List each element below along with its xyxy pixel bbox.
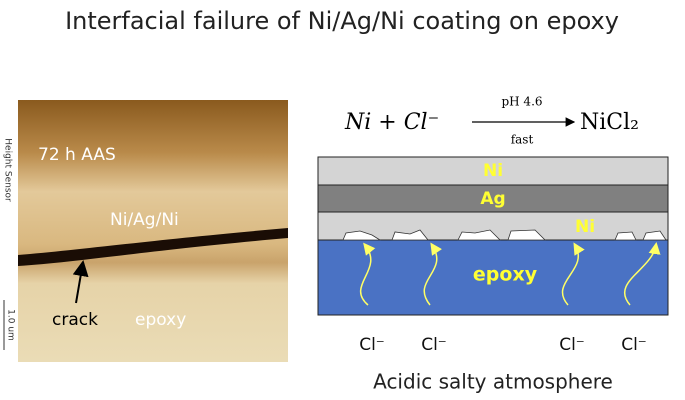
layer-label: Ni — [575, 217, 595, 237]
crack-arrow — [72, 260, 89, 304]
ion-label: Cl⁻ — [421, 335, 447, 355]
axis-label: Height Sensor — [3, 138, 13, 202]
scale-label: 1.0 um — [6, 309, 16, 341]
ion-label: Cl⁻ — [359, 335, 385, 355]
layer-label: Ag — [480, 189, 505, 209]
voids — [342, 229, 667, 241]
crack-band — [18, 228, 288, 266]
layer-label: Ni — [483, 161, 503, 181]
title: Interfacial failure of Ni/Ag/Ni coating … — [65, 7, 619, 35]
layer-epoxy — [317, 239, 669, 316]
product: NiCl₂ — [580, 110, 639, 135]
ion-label: Cl⁻ — [621, 335, 647, 355]
ion-paths — [359, 242, 661, 306]
substrate-label: epoxy — [135, 310, 186, 330]
coating-label: Ni/Ag/Ni — [110, 210, 179, 230]
caption: Acidic salty atmosphere — [373, 370, 613, 394]
condition-below: fast — [511, 133, 534, 147]
ion-label: Cl⁻ — [559, 335, 585, 355]
reactants: Ni + Cl⁻ — [344, 110, 439, 135]
condition-label: 72 h AAS — [38, 145, 116, 165]
crack-label: crack — [52, 310, 98, 330]
layer-label: epoxy — [473, 264, 538, 286]
afm-image — [18, 100, 288, 362]
layer-ag — [317, 184, 669, 213]
condition-above: pH 4.6 — [501, 95, 542, 109]
